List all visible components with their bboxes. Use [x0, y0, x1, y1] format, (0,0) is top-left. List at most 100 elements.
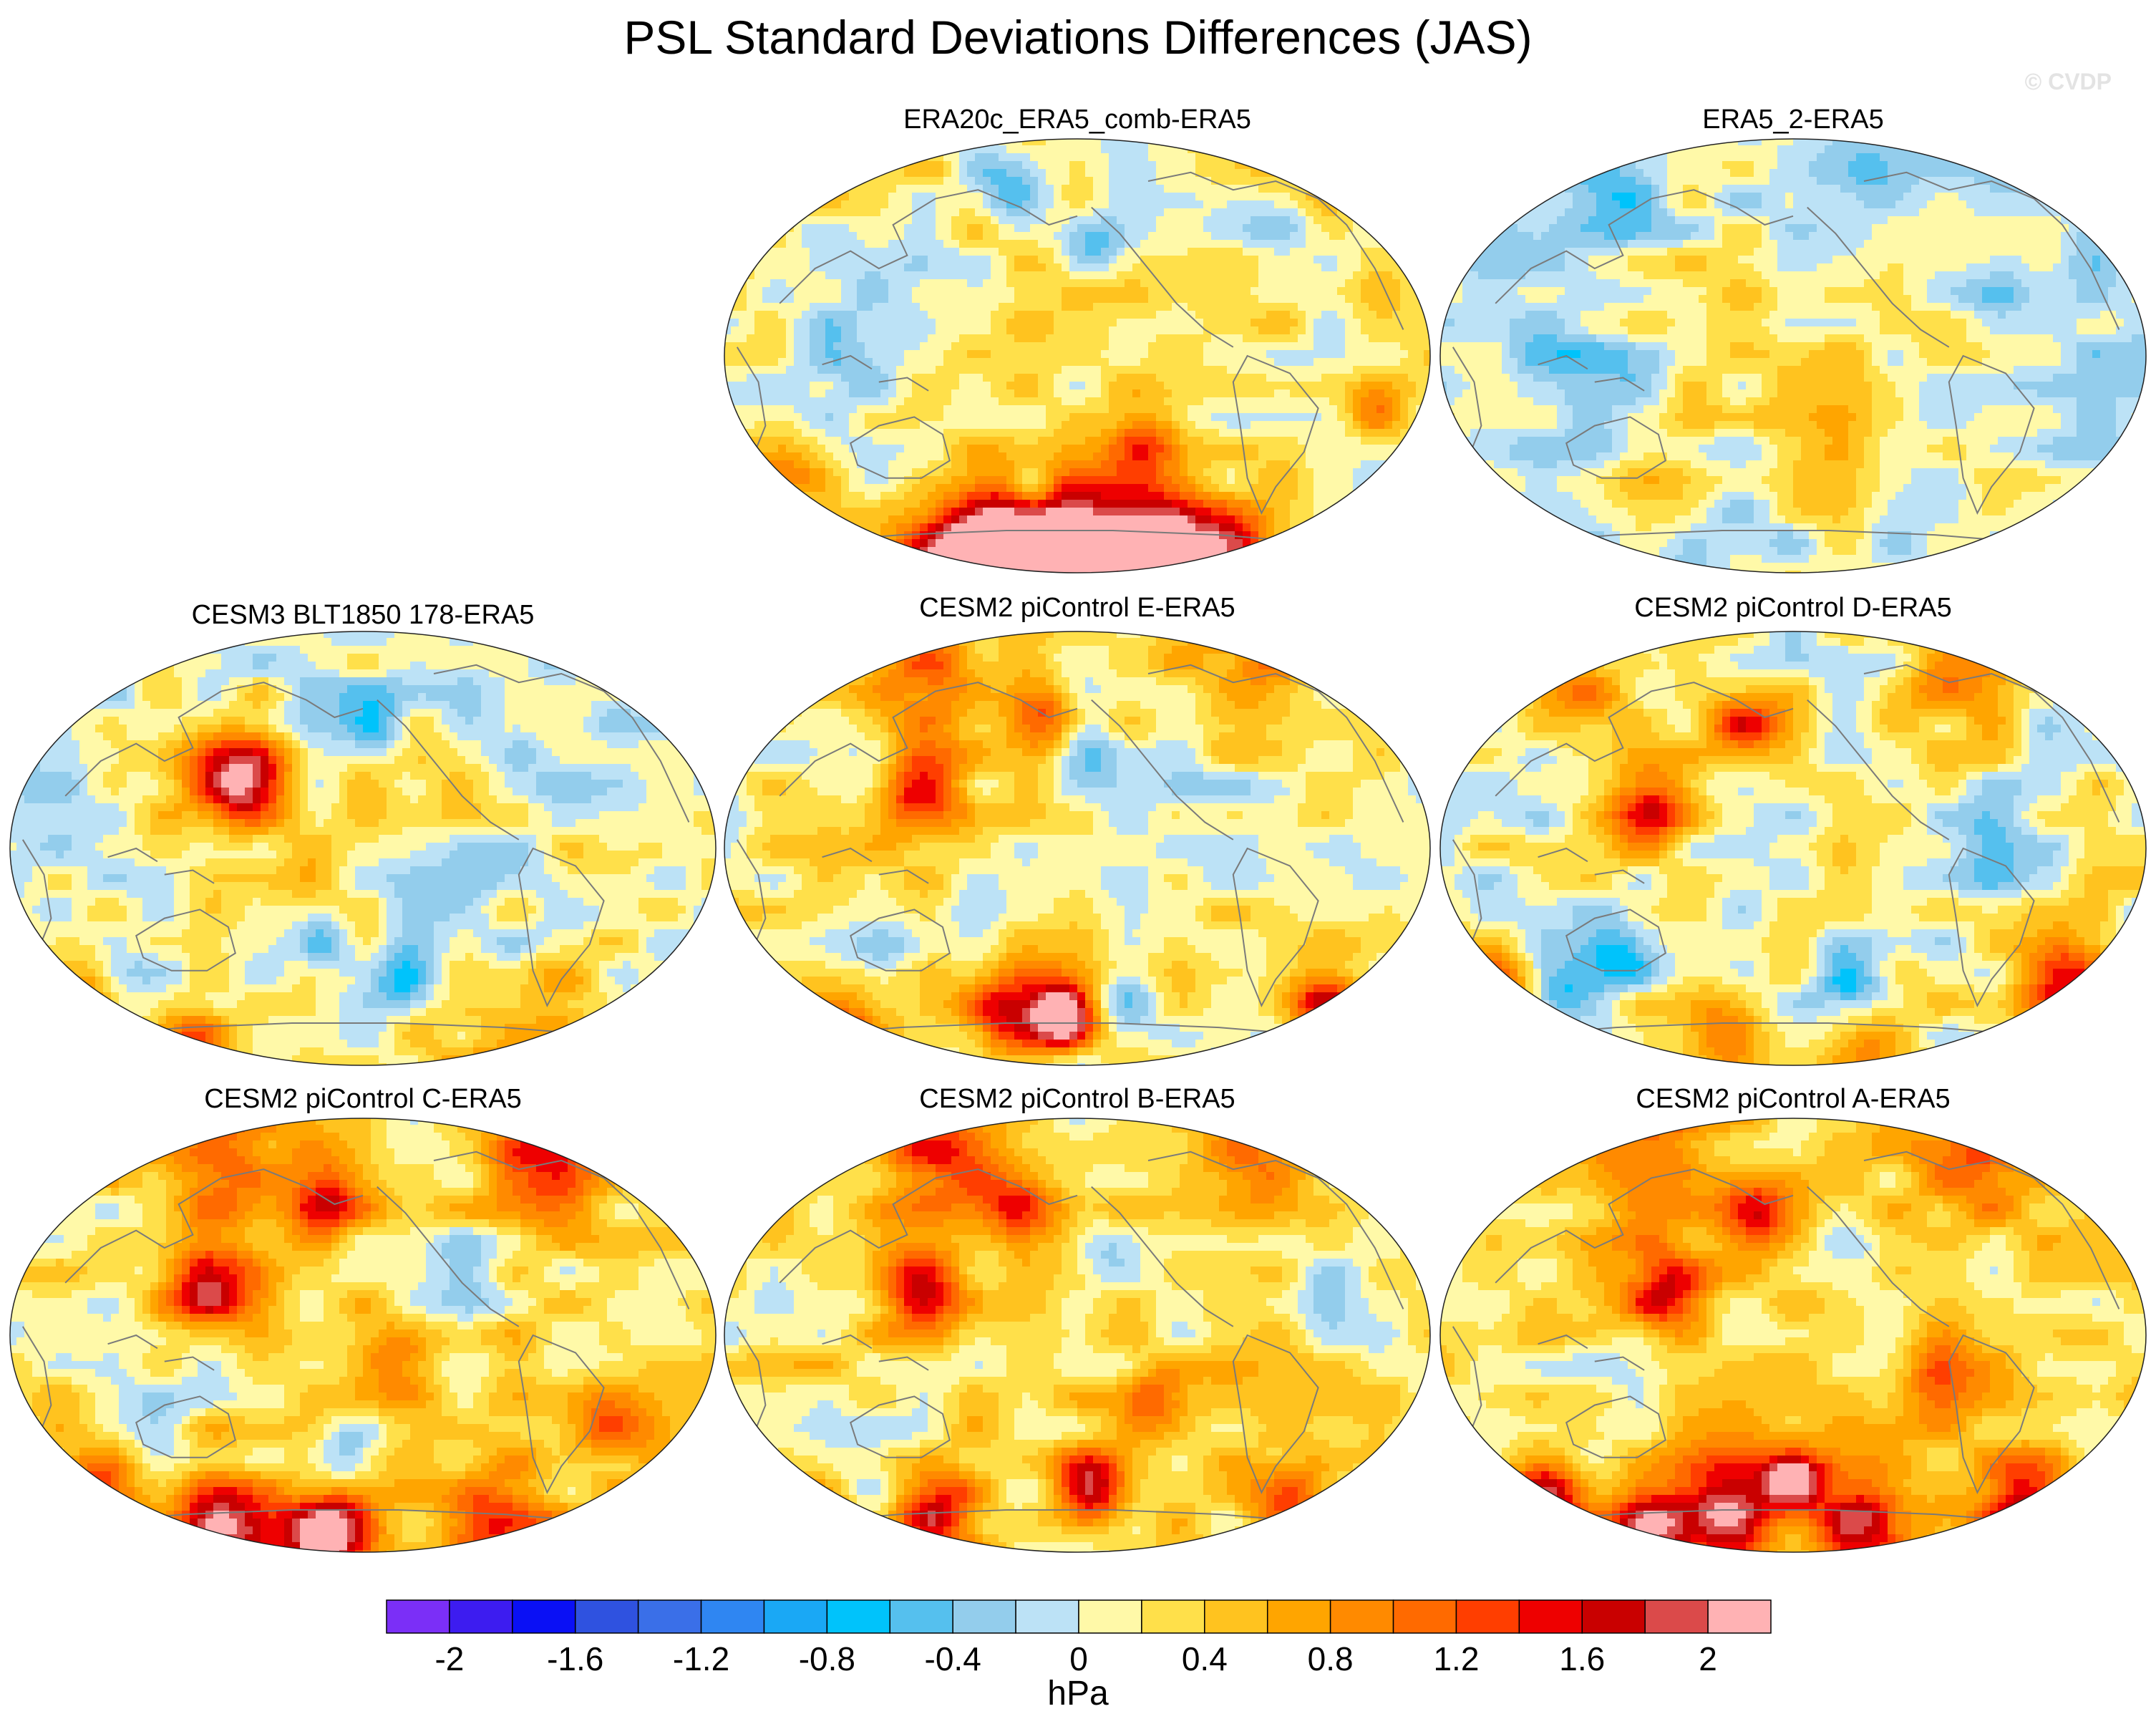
map-panel-cesm2-picontrol-e — [724, 631, 1431, 1066]
panel-title-6: CESM2 piControl C-ERA5 — [9, 1084, 717, 1115]
coastline — [1147, 1151, 1404, 1309]
colorbar-swatch — [952, 1599, 1016, 1634]
field-cells — [1440, 139, 2146, 573]
coastline — [1495, 189, 1794, 304]
colorbar-swatch — [826, 1599, 891, 1634]
colorbar-tick-label: -1.2 — [651, 1640, 752, 1678]
coastline — [21, 1326, 52, 1440]
panel-title-5: CESM2 piControl D-ERA5 — [1439, 593, 2147, 624]
coastline — [1863, 1151, 2120, 1309]
coastlines — [1452, 664, 2120, 1037]
colorbar-swatch — [1329, 1599, 1394, 1634]
coastline — [1807, 206, 1950, 348]
map-panel-cesm2-picontrol-d — [1439, 631, 2147, 1066]
map-panel-era5-2 — [1439, 138, 2147, 573]
coastline — [822, 1334, 929, 1371]
coastline — [850, 1395, 951, 1458]
coastline — [433, 664, 690, 823]
map-panel-era20c-era5-comb — [724, 138, 1431, 573]
colorbar-swatch — [574, 1599, 639, 1634]
coastline — [779, 189, 1078, 304]
coastline — [1538, 1334, 1645, 1371]
coastline — [779, 682, 1078, 797]
coastline — [135, 1395, 236, 1458]
colorbar-tick-label: 2 — [1658, 1640, 1758, 1678]
coastline — [518, 847, 605, 1007]
coastline — [1565, 416, 1666, 479]
coastline — [1495, 1168, 1794, 1284]
coastline — [107, 847, 215, 884]
field-cells — [1440, 1118, 2146, 1552]
coastline — [1232, 847, 1319, 1007]
coastline — [1232, 1334, 1319, 1494]
colorbar-tick-label: 0.4 — [1155, 1640, 1255, 1678]
colorbar-swatch — [1644, 1599, 1709, 1634]
coastline — [822, 354, 929, 392]
colorbar-swatch — [1078, 1599, 1142, 1634]
coastline — [64, 1168, 364, 1284]
coastline — [1863, 664, 2120, 823]
coastline — [21, 839, 52, 954]
coastline — [1538, 847, 1645, 884]
field-cells — [724, 1118, 1430, 1552]
colorbar-swatch — [1518, 1599, 1583, 1634]
map-border — [724, 138, 1431, 573]
field-cells — [724, 631, 1430, 1065]
coastlines — [21, 664, 690, 1037]
coastline — [1807, 699, 1950, 841]
field-cells — [10, 1118, 716, 1552]
coastlines — [21, 1151, 690, 1524]
coastline — [1452, 839, 1482, 954]
colorbar-swatch — [700, 1599, 765, 1634]
colorbar-swatch — [449, 1599, 513, 1634]
coastline — [1232, 354, 1319, 515]
coastline — [1807, 1186, 1950, 1327]
map-border — [9, 631, 717, 1066]
colorbar-swatch — [1707, 1599, 1772, 1634]
coastlines — [736, 171, 1404, 545]
coastline — [822, 847, 929, 884]
colorbar-swatch — [1455, 1599, 1520, 1634]
map-border — [724, 631, 1431, 1066]
coastline — [1948, 354, 2035, 515]
colorbar-tick-label: 1.2 — [1406, 1640, 1506, 1678]
coastline — [736, 347, 767, 461]
colorbar-tick-label: 1.6 — [1532, 1640, 1632, 1678]
coastline — [779, 1168, 1078, 1284]
map-border — [1439, 1118, 2147, 1553]
coastline — [107, 1334, 215, 1371]
coastline — [736, 1326, 767, 1440]
coastline — [1147, 171, 1404, 330]
coastline — [377, 1186, 520, 1327]
colorbar-swatch — [763, 1599, 828, 1634]
coastline — [1565, 1395, 1666, 1458]
coastline — [1948, 1334, 2035, 1494]
coastline — [1091, 1186, 1234, 1327]
colorbar-tick-label: -0.8 — [777, 1640, 877, 1678]
cvdp-watermark: © CVDP — [2025, 69, 2112, 95]
colorbar-swatch — [1581, 1599, 1646, 1634]
colorbar-swatch — [1204, 1599, 1268, 1634]
coastline — [518, 1334, 605, 1494]
map-border — [724, 1118, 1431, 1553]
map-panel-cesm2-picontrol-b — [724, 1118, 1431, 1553]
coastline — [377, 699, 520, 841]
colorbar-swatch — [889, 1599, 953, 1634]
panel-title-4: CESM2 piControl E-ERA5 — [723, 593, 1432, 624]
colorbar-swatch — [386, 1599, 450, 1634]
colorbar-swatch — [637, 1599, 702, 1634]
coastlines — [1452, 1151, 2120, 1524]
panel-title-1: ERA20c_ERA5_comb-ERA5 — [723, 105, 1432, 135]
colorbar-tick-label: 0 — [1029, 1640, 1129, 1678]
coastline — [1452, 347, 1482, 461]
coastline — [850, 909, 951, 972]
colorbar-swatch — [1392, 1599, 1457, 1634]
map-border — [1439, 631, 2147, 1066]
coastline — [1091, 699, 1234, 841]
colorbar-tick-label: 0.8 — [1281, 1640, 1381, 1678]
panel-title-7: CESM2 piControl B-ERA5 — [723, 1084, 1432, 1115]
coastline — [1565, 909, 1666, 972]
colorbar-swatch — [1015, 1599, 1079, 1634]
map-panel-cesm2-picontrol-c — [9, 1118, 717, 1553]
colorbar-swatch — [512, 1599, 576, 1634]
